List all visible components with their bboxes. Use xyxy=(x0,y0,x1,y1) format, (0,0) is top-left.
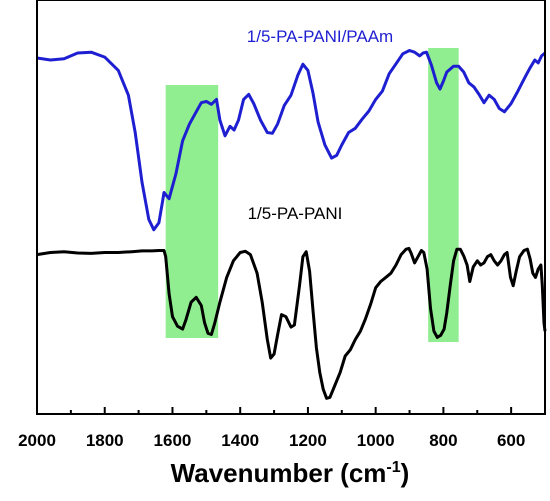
series-line-2 xyxy=(36,246,547,400)
series-lines xyxy=(36,49,547,400)
highlight-bands xyxy=(165,48,459,342)
plot-frame xyxy=(36,0,546,415)
highlight-band-2 xyxy=(428,48,459,342)
highlight-band-1 xyxy=(165,85,219,338)
series-label-paampani: 1/5-PA-PANI/PAAm xyxy=(247,27,393,46)
x-axis-title: Wavenumber (cm-1) xyxy=(171,458,410,488)
x-tick-label-1600: 1600 xyxy=(154,431,192,450)
x-tick-label-2000: 2000 xyxy=(18,431,56,450)
x-ticks: 2000 1800 1600 1400 1200 1000 800 600 xyxy=(18,407,525,450)
series-label-papani: 1/5-PA-PANI xyxy=(248,204,343,223)
x-tick-label-600: 600 xyxy=(497,431,525,450)
x-tick-label-1400: 1400 xyxy=(221,431,259,450)
x-tick-label-1000: 1000 xyxy=(357,431,395,450)
series-line-1 xyxy=(36,49,546,232)
x-tick-label-800: 800 xyxy=(429,431,457,450)
x-tick-label-1800: 1800 xyxy=(86,431,124,450)
x-tick-label-1200: 1200 xyxy=(289,431,327,450)
